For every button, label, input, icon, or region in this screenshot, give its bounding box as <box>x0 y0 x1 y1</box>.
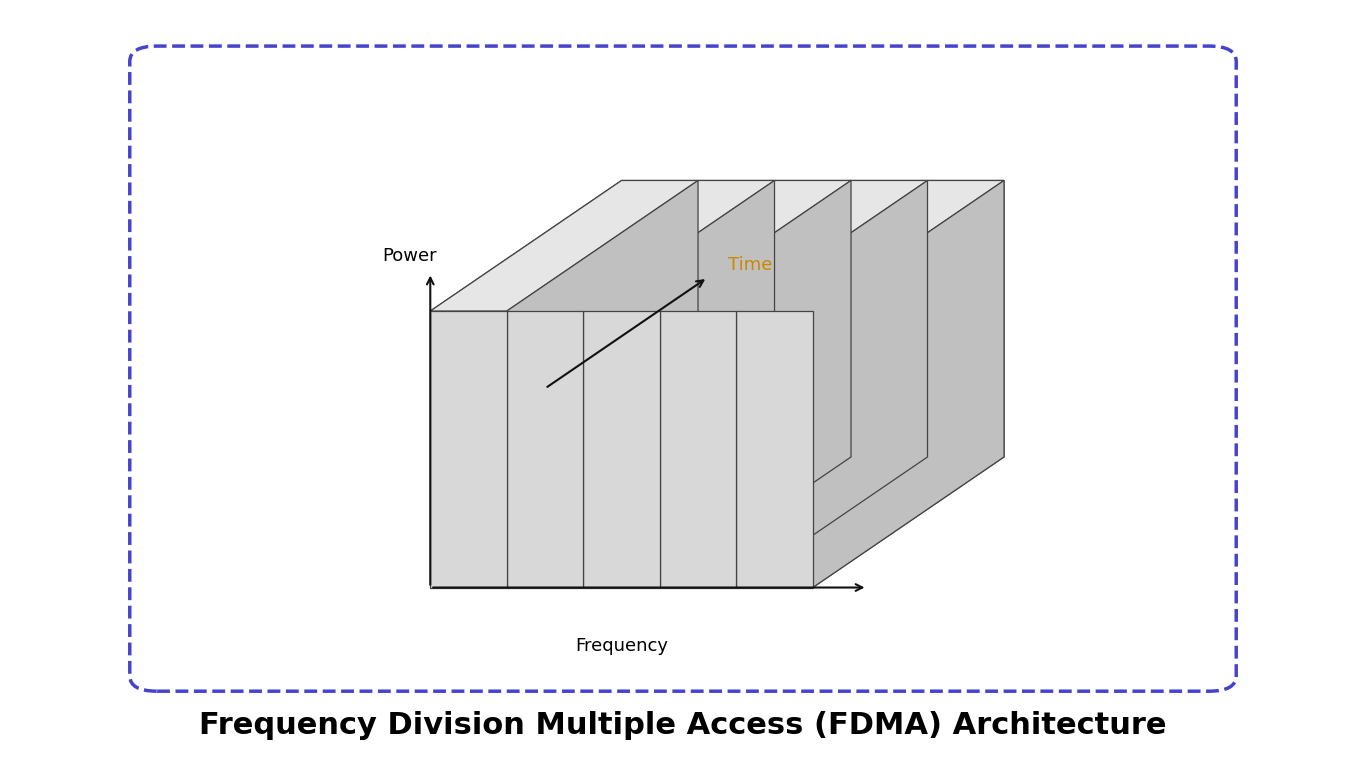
Text: Power: Power <box>382 247 437 265</box>
Text: Frequency Division Multiple Access (FDMA) Architecture: Frequency Division Multiple Access (FDMA… <box>199 711 1167 740</box>
Polygon shape <box>583 311 660 588</box>
Polygon shape <box>660 180 851 588</box>
Text: Frequency: Frequency <box>575 637 668 655</box>
Polygon shape <box>583 180 775 588</box>
Text: Time: Time <box>728 256 772 273</box>
Polygon shape <box>736 180 1004 311</box>
Polygon shape <box>736 311 813 588</box>
FancyBboxPatch shape <box>130 46 1236 691</box>
Polygon shape <box>660 311 736 588</box>
Polygon shape <box>583 180 851 311</box>
Polygon shape <box>736 180 928 588</box>
Polygon shape <box>813 180 1004 588</box>
Polygon shape <box>430 311 507 588</box>
Polygon shape <box>507 180 775 311</box>
Polygon shape <box>507 180 698 588</box>
Polygon shape <box>507 311 583 588</box>
Polygon shape <box>813 180 1004 588</box>
Polygon shape <box>660 180 928 311</box>
Polygon shape <box>430 180 1004 311</box>
Polygon shape <box>430 180 698 311</box>
